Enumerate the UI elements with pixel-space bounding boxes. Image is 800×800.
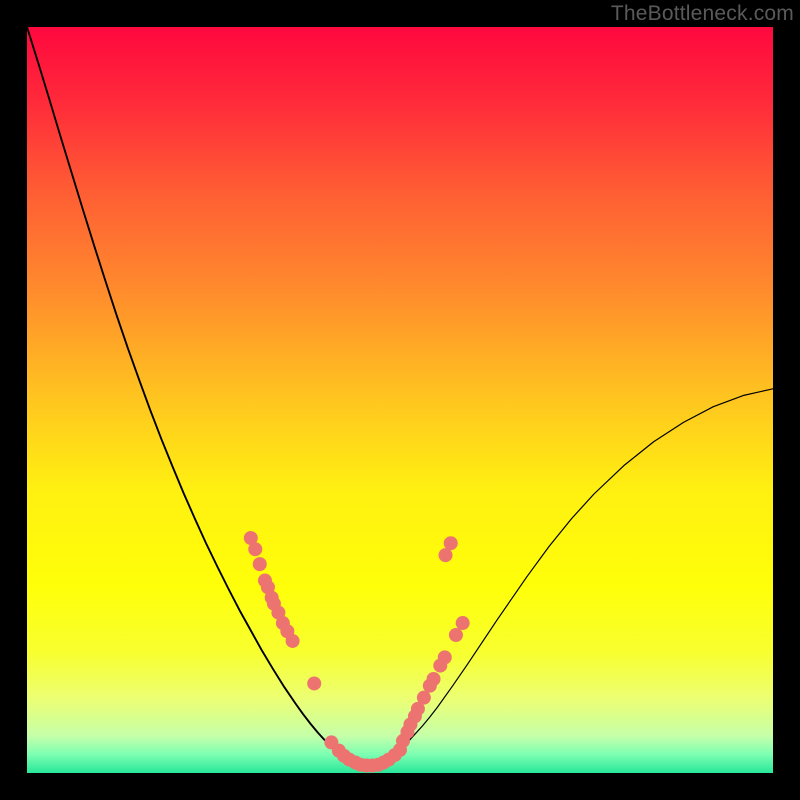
curve-marker xyxy=(427,672,441,686)
curve-marker xyxy=(307,676,321,690)
bottleneck-curve-right xyxy=(370,389,773,766)
bottleneck-curve-left xyxy=(27,27,370,766)
plot-outer-frame xyxy=(0,0,800,800)
curve-marker xyxy=(438,650,452,664)
curve-marker xyxy=(248,542,262,556)
curve-marker xyxy=(286,634,300,648)
curve-marker xyxy=(456,616,470,630)
curve-marker xyxy=(444,536,458,550)
curve-marker xyxy=(417,691,431,705)
watermark-text: TheBottleneck.com xyxy=(611,2,794,26)
curve-marker xyxy=(439,548,453,562)
marker-group xyxy=(244,531,470,773)
plot-area xyxy=(27,27,773,773)
curve-marker xyxy=(253,557,267,571)
plot-svg-overlay xyxy=(27,27,773,773)
curve-marker xyxy=(449,628,463,642)
